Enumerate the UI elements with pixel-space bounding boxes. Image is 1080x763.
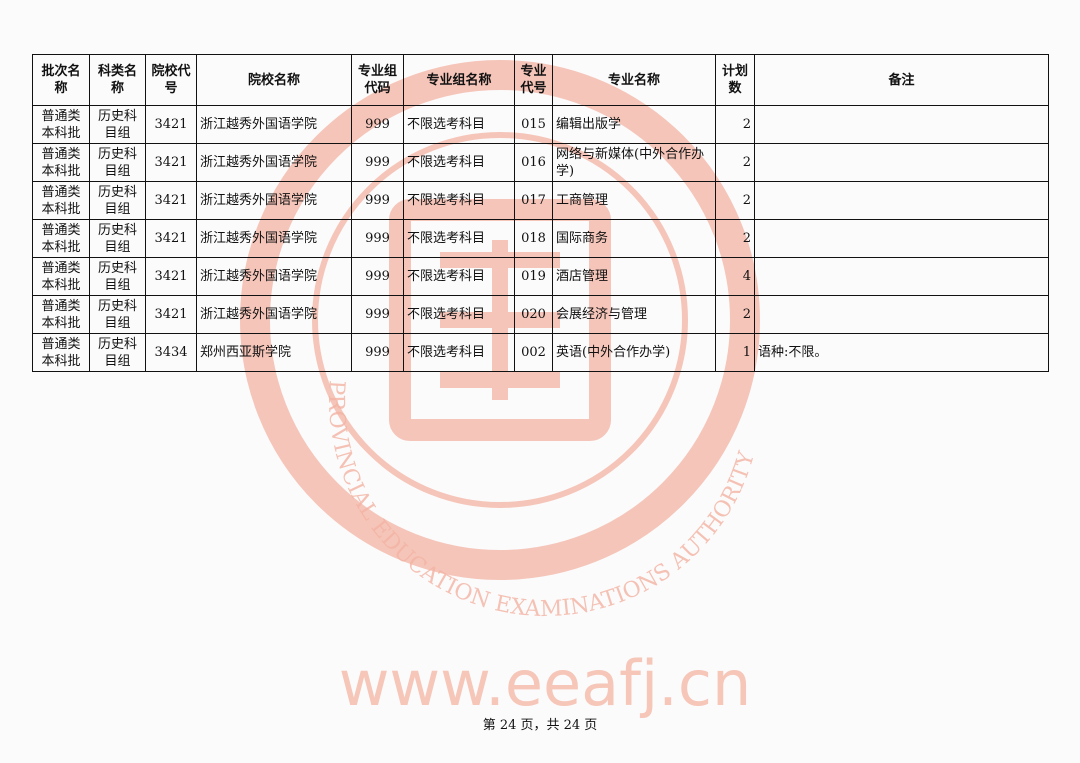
watermark-url: www.eeafj.cn: [339, 647, 752, 720]
cell-plan-count: 2: [715, 295, 755, 334]
cell-group-name: 不限选考科目: [403, 181, 515, 220]
cell-major-name: 工商管理: [552, 181, 716, 220]
cell-school-code: 3434: [145, 333, 197, 372]
cell-school-code: 3421: [145, 219, 197, 258]
cell-school-name: 浙江越秀外国语学院: [196, 219, 352, 258]
table-row: 普通类本科批 历史科目组 3421 浙江越秀外国语学院 999 不限选考科目 016 网络与新…: [32, 143, 1049, 182]
cell-category: 历史科目组: [89, 105, 146, 144]
cell-remarks: [754, 257, 1049, 296]
cell-batch: 普通类本科批: [32, 333, 90, 372]
cell-plan-count: 2: [715, 219, 755, 258]
cell-group-code: 999: [351, 105, 404, 144]
cell-remarks: [754, 105, 1049, 144]
cell-school-code: 3421: [145, 143, 197, 182]
cell-plan-count: 2: [715, 105, 755, 144]
col-category: 科类名称: [89, 54, 146, 106]
cell-batch: 普通类本科批: [32, 295, 90, 334]
cell-group-code: 999: [351, 257, 404, 296]
cell-major-name: 会展经济与管理: [552, 295, 716, 334]
cell-plan-count: 1: [715, 333, 755, 372]
cell-batch: 普通类本科批: [32, 105, 90, 144]
cell-group-name: 不限选考科目: [403, 219, 515, 258]
table-row: 普通类本科批 历史科目组 3421 浙江越秀外国语学院 999 不限选考科目 015 编辑出版…: [32, 105, 1049, 144]
cell-group-name: 不限选考科目: [403, 105, 515, 144]
table-row: 普通类本科批 历史科目组 3421 浙江越秀外国语学院 999 不限选考科目 017 工商管理…: [32, 181, 1049, 220]
cell-batch: 普通类本科批: [32, 257, 90, 296]
cell-major-code: 002: [514, 333, 553, 372]
cell-school-code: 3421: [145, 257, 197, 296]
cell-major-code: 019: [514, 257, 553, 296]
col-plan-count: 计划数: [715, 54, 755, 106]
cell-category: 历史科目组: [89, 295, 146, 334]
table-row: 普通类本科批 历史科目组 3421 浙江越秀外国语学院 999 不限选考科目 019 酒店管理…: [32, 257, 1049, 296]
col-major-name: 专业名称: [552, 54, 716, 106]
cell-plan-count: 2: [715, 143, 755, 182]
svg-text:PROVINCIAL EDUCATION EXAMINATI: PROVINCIAL EDUCATION EXAMINATIONS AUTHOR…: [323, 380, 760, 623]
cell-school-name: 浙江越秀外国语学院: [196, 143, 352, 182]
cell-category: 历史科目组: [89, 181, 146, 220]
cell-school-name: 浙江越秀外国语学院: [196, 295, 352, 334]
cell-batch: 普通类本科批: [32, 219, 90, 258]
cell-group-code: 999: [351, 143, 404, 182]
col-remarks: 备注: [754, 54, 1049, 106]
cell-major-code: 020: [514, 295, 553, 334]
col-school-name: 院校名称: [196, 54, 352, 106]
cell-major-name: 编辑出版学: [552, 105, 716, 144]
cell-batch: 普通类本科批: [32, 181, 90, 220]
cell-category: 历史科目组: [89, 143, 146, 182]
cell-major-code: 016: [514, 143, 553, 182]
col-school-code: 院校代号: [145, 54, 197, 106]
col-major-code: 专业代号: [514, 54, 553, 106]
cell-group-code: 999: [351, 333, 404, 372]
cell-major-name: 网络与新媒体(中外合作办学): [552, 143, 716, 182]
cell-remarks: [754, 181, 1049, 220]
col-batch: 批次名称: [32, 54, 90, 106]
cell-group-code: 999: [351, 181, 404, 220]
cell-school-name: 郑州西亚斯学院: [196, 333, 352, 372]
cell-group-name: 不限选考科目: [403, 143, 515, 182]
cell-group-name: 不限选考科目: [403, 295, 515, 334]
cell-major-name: 国际商务: [552, 219, 716, 258]
cell-plan-count: 2: [715, 181, 755, 220]
cell-school-name: 浙江越秀外国语学院: [196, 257, 352, 296]
cell-category: 历史科目组: [89, 257, 146, 296]
admission-plan-table: 批次名称 科类名称 院校代号 院校名称 专业组代码 专业组名称 专业代号 专业名…: [32, 54, 1049, 372]
table-row: 普通类本科批 历史科目组 3421 浙江越秀外国语学院 999 不限选考科目 018 国际商务…: [32, 219, 1049, 258]
cell-remarks: [754, 295, 1049, 334]
cell-major-code: 018: [514, 219, 553, 258]
table-header-row: 批次名称 科类名称 院校代号 院校名称 专业组代码 专业组名称 专业代号 专业名…: [32, 54, 1049, 106]
cell-school-code: 3421: [145, 105, 197, 144]
page-number: 第 24 页，共 24 页: [482, 718, 598, 733]
cell-major-code: 017: [514, 181, 553, 220]
cell-remarks: 语种:不限。: [754, 333, 1049, 372]
cell-plan-count: 4: [715, 257, 755, 296]
cell-batch: 普通类本科批: [32, 143, 90, 182]
cell-school-name: 浙江越秀外国语学院: [196, 181, 352, 220]
cell-group-name: 不限选考科目: [403, 333, 515, 372]
cell-group-name: 不限选考科目: [403, 257, 515, 296]
cell-category: 历史科目组: [89, 333, 146, 372]
cell-remarks: [754, 143, 1049, 182]
col-group-code: 专业组代码: [351, 54, 404, 106]
cell-group-code: 999: [351, 219, 404, 258]
cell-school-name: 浙江越秀外国语学院: [196, 105, 352, 144]
table-row: 普通类本科批 历史科目组 3421 浙江越秀外国语学院 999 不限选考科目 020 会展经济…: [32, 295, 1049, 334]
seal-text: PROVINCIAL EDUCATION EXAMINATIONS AUTHOR…: [323, 380, 760, 623]
cell-major-name: 酒店管理: [552, 257, 716, 296]
cell-major-name: 英语(中外合作办学): [552, 333, 716, 372]
cell-school-code: 3421: [145, 295, 197, 334]
cell-category: 历史科目组: [89, 219, 146, 258]
cell-major-code: 015: [514, 105, 553, 144]
col-group-name: 专业组名称: [403, 54, 515, 106]
table-row: 普通类本科批 历史科目组 3434 郑州西亚斯学院 999 不限选考科目 002 英语(中外合…: [32, 333, 1049, 372]
cell-group-code: 999: [351, 295, 404, 334]
cell-remarks: [754, 219, 1049, 258]
cell-school-code: 3421: [145, 181, 197, 220]
